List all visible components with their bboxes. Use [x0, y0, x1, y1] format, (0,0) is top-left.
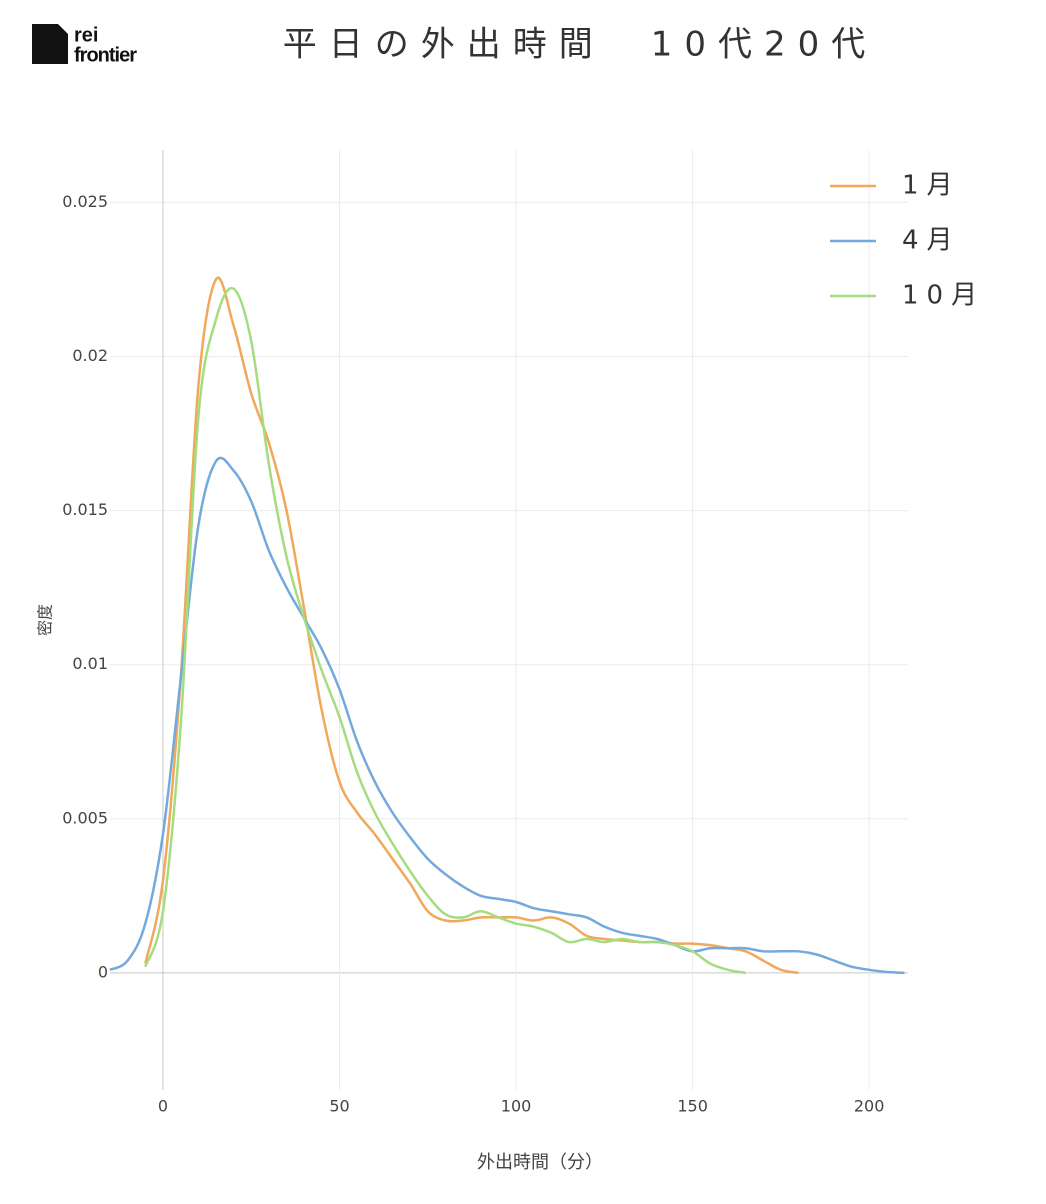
legend-label: 1月	[902, 171, 961, 201]
logo-notch	[58, 24, 68, 34]
x-tick-label: 0	[158, 1097, 168, 1116]
y-tick-label: 0.01	[72, 654, 108, 673]
legend-label: 4月	[902, 226, 961, 256]
x-tick-label: 100	[501, 1097, 532, 1116]
x-axis-label: 外出時間（分）	[477, 1152, 603, 1173]
chart-title: 平日の外出時間 10代20代	[283, 25, 878, 65]
logo-text: frontier	[74, 44, 137, 66]
y-tick-label: 0.025	[62, 192, 108, 211]
series-line	[144, 276, 799, 975]
y-tick-label: 0	[98, 962, 108, 981]
legend-label: 10月	[902, 281, 985, 311]
y-tick-label: 0.02	[72, 346, 108, 365]
y-tick-label: 0.015	[62, 500, 108, 519]
logo-mark	[32, 24, 68, 64]
series-line	[109, 456, 905, 975]
x-tick-label: 50	[329, 1097, 349, 1116]
x-tick-label: 150	[677, 1097, 708, 1116]
logo-text: rei	[74, 24, 98, 46]
y-tick-label: 0.005	[62, 808, 108, 827]
y-axis-label: 密度	[36, 604, 55, 636]
x-tick-label: 200	[854, 1097, 885, 1116]
series-line	[144, 286, 746, 975]
